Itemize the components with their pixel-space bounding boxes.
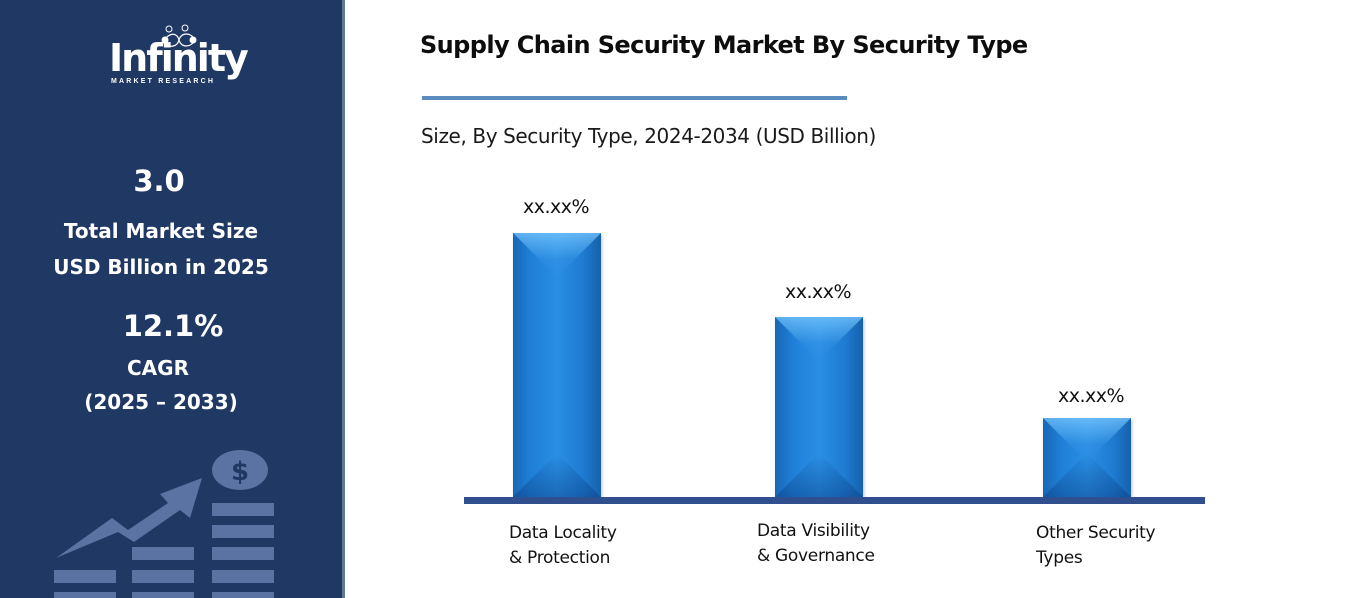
- category-label-line: Data Visibility: [757, 521, 870, 541]
- category-label-line: Types: [1036, 548, 1083, 568]
- category-label: Other Security Types: [1036, 521, 1156, 571]
- bar-data-locality-protection: [513, 233, 601, 497]
- category-label-line: Other Security: [1036, 523, 1156, 543]
- market-size-unit: USD Billion in 2025: [53, 255, 269, 279]
- infinity-logo: Infinity MARKET RESEARCH: [105, 22, 249, 92]
- bar-data-visibility-governance: [775, 317, 863, 497]
- bar-data-label: xx.xx%: [1057, 385, 1125, 407]
- svg-text:$: $: [231, 457, 249, 487]
- market-size-value: 3.0: [133, 164, 185, 198]
- chart-title: Supply Chain Security Market By Security…: [420, 31, 1028, 59]
- sidebar: Infinity MARKET RESEARCH 3.0 Total Marke…: [0, 0, 345, 598]
- x-axis-line: [464, 497, 1205, 504]
- growth-chart-dollar-icon: $: [54, 450, 274, 598]
- market-size-label: Total Market Size: [63, 219, 259, 243]
- title-underline: [422, 96, 847, 100]
- cagr-value: 12.1%: [122, 309, 224, 343]
- bar-other-security-types: [1043, 418, 1131, 497]
- category-label-line: & Governance: [757, 546, 875, 566]
- logo-wordmark: Infinity: [109, 36, 249, 80]
- category-label-line: & Protection: [509, 548, 611, 568]
- bar-data-label: xx.xx%: [522, 196, 590, 218]
- bar-data-label: xx.xx%: [784, 281, 852, 303]
- cagr-label: CAGR: [127, 356, 189, 380]
- logo-infinity-people-icon: [161, 24, 197, 47]
- chart-subtitle: Size, By Security Type, 2024-2034 (USD B…: [421, 124, 876, 148]
- logo-subtitle: MARKET RESEARCH: [111, 78, 216, 85]
- category-label-line: Data Locality: [509, 523, 617, 543]
- category-label: Data Locality & Protection: [509, 521, 617, 571]
- cagr-period: (2025 – 2033): [84, 390, 238, 414]
- category-label: Data Visibility & Governance: [757, 519, 875, 569]
